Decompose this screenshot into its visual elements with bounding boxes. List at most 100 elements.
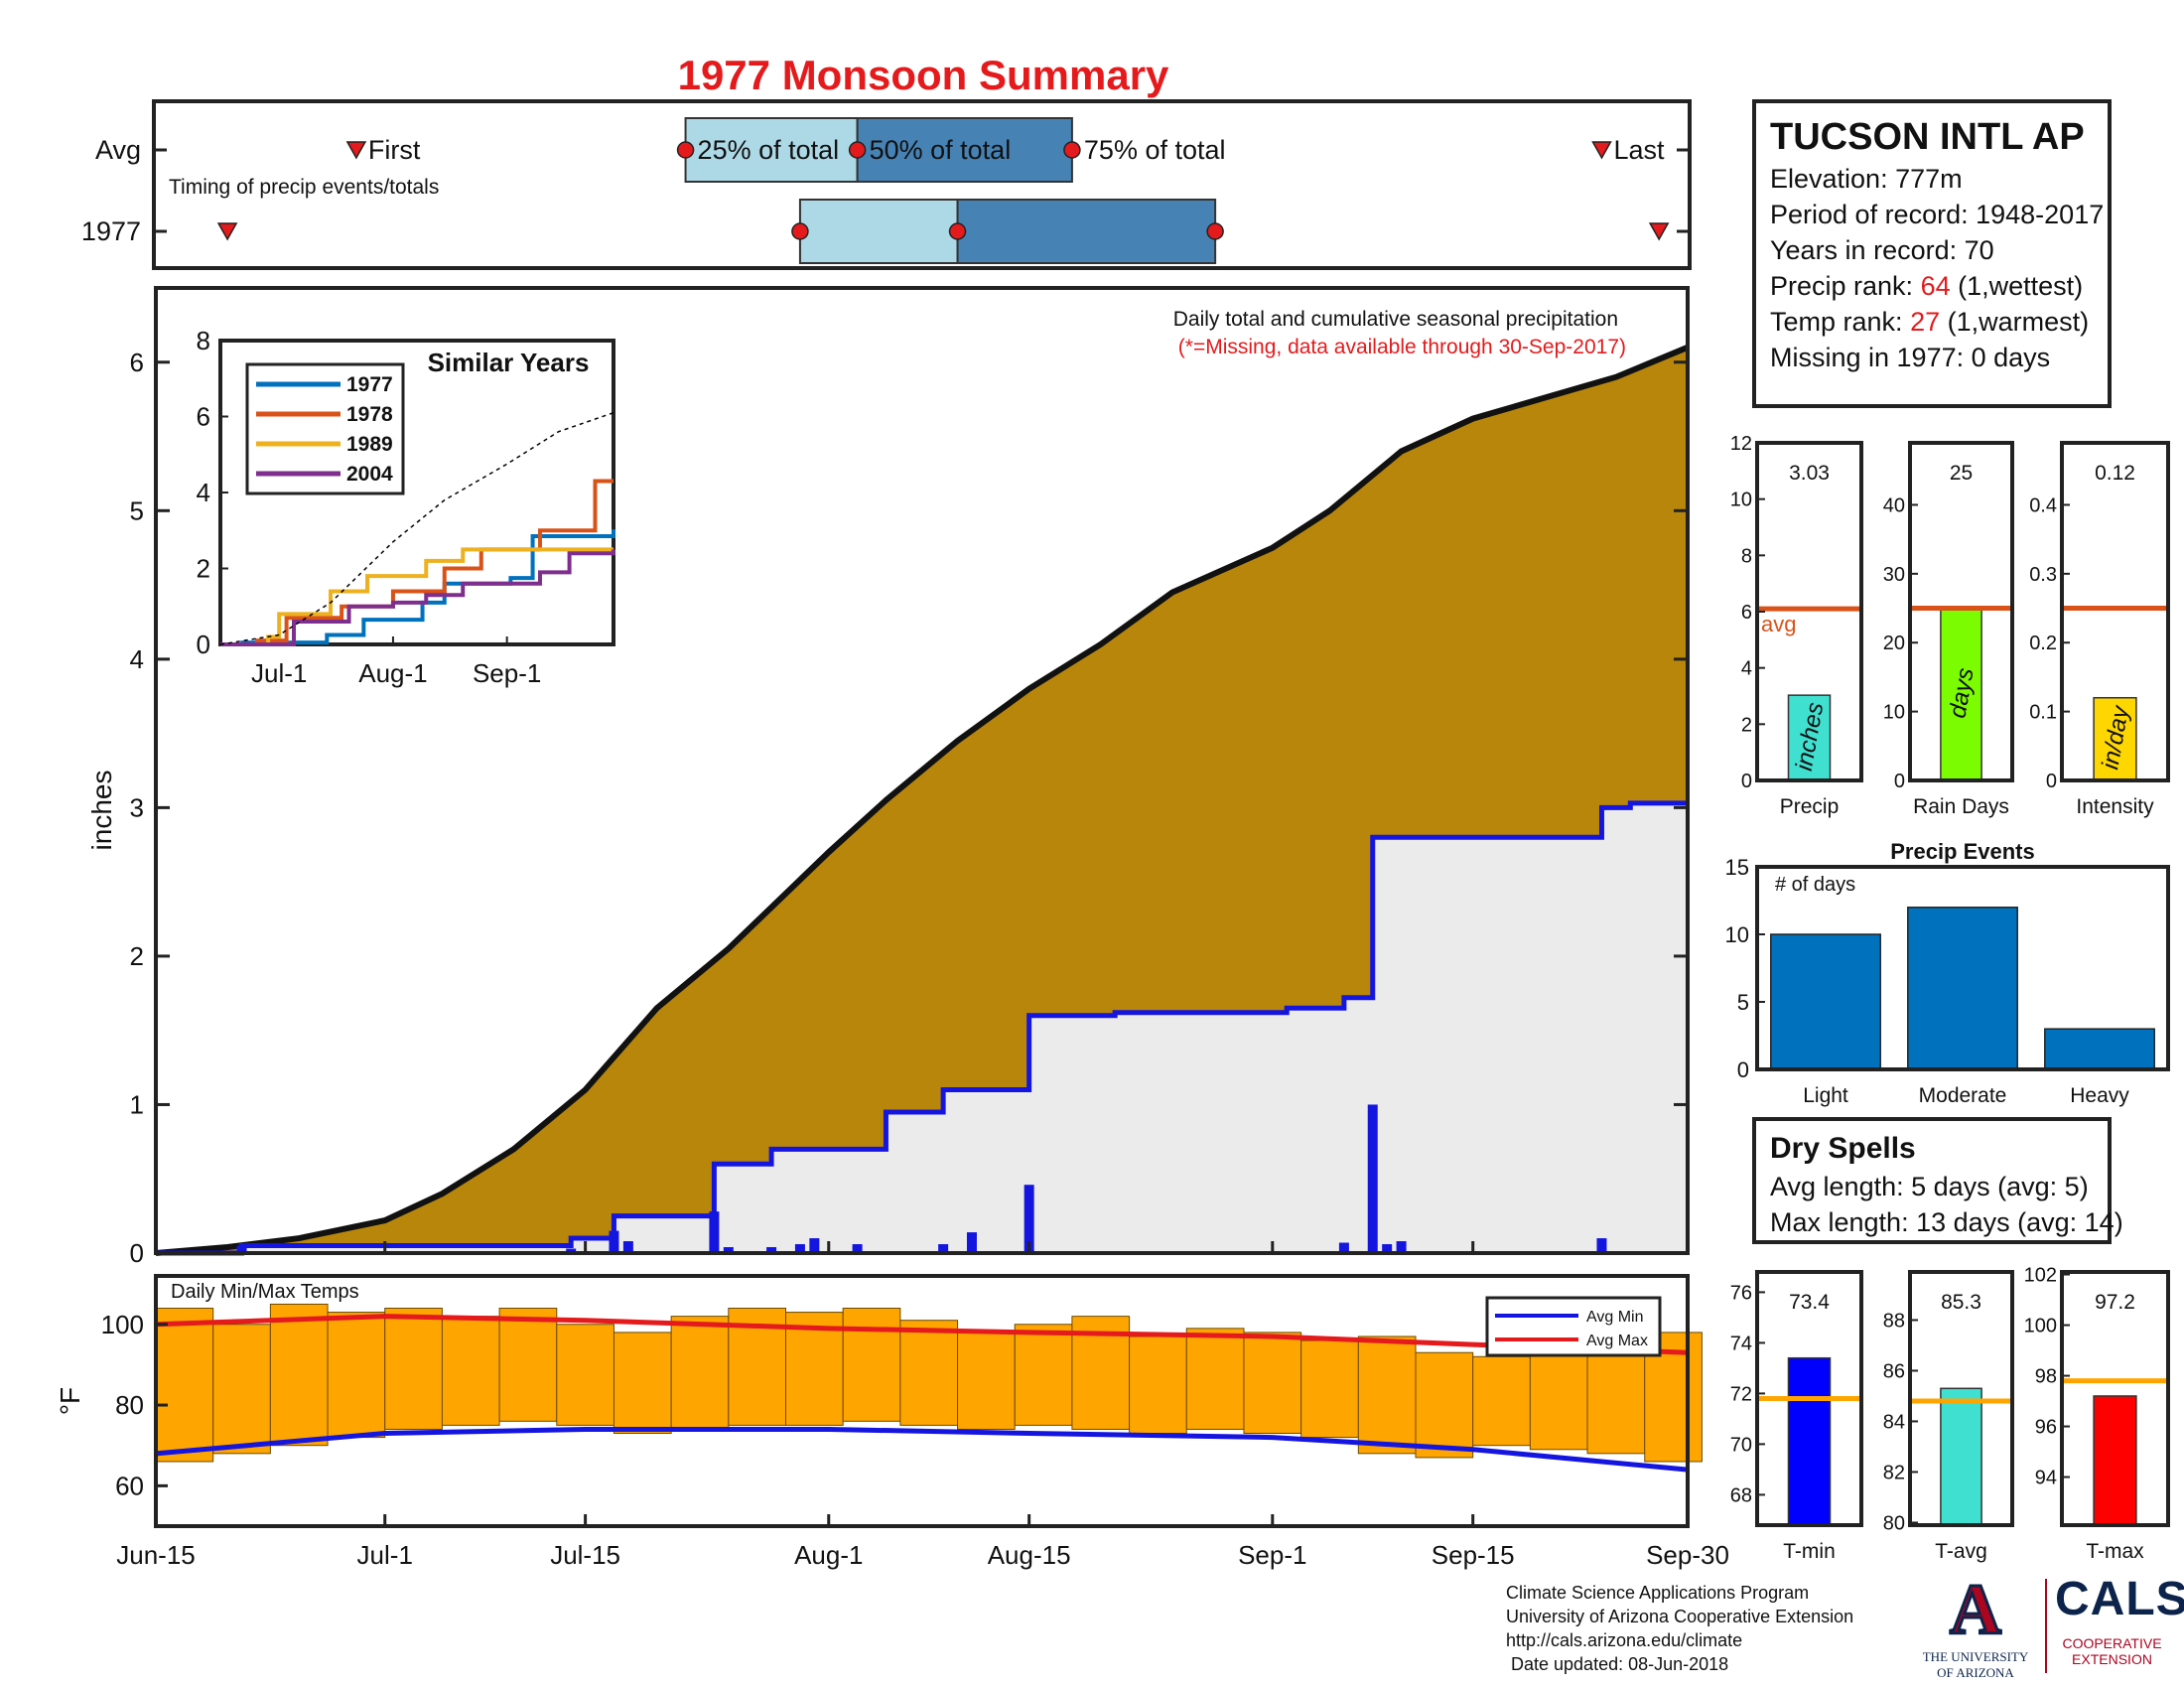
time-axis-xtick-label: Jul-1 bbox=[357, 1540, 413, 1570]
daily-precip-bar bbox=[766, 1247, 777, 1253]
temp-means-category-label: T-max bbox=[2086, 1540, 2144, 1563]
credits-line-3[interactable]: http://cals.arizona.edu/climate bbox=[1506, 1630, 1743, 1650]
timing-label-75: 75% of total bbox=[1084, 135, 1226, 165]
timing-label-50: 50% of total bbox=[870, 135, 1012, 165]
temp-means-ytick-label: 94 bbox=[2035, 1468, 2057, 1489]
time-axis-xtick-label: Sep-15 bbox=[1432, 1540, 1515, 1570]
timing-year-percentile-marker-0 bbox=[791, 222, 809, 240]
temp-means-ytick-label: 76 bbox=[1730, 1282, 1752, 1304]
daily-precip-bar bbox=[709, 1211, 720, 1253]
temp-means-panel-frame-2 bbox=[2060, 1270, 2170, 1527]
temp-rank: Temp rank: 27 (1,warmest) bbox=[1770, 307, 2090, 337]
main-ytick-label: 5 bbox=[130, 495, 144, 525]
temp-means-category-label: T-avg bbox=[1935, 1540, 1987, 1563]
season-totals-ytick-label: 0.2 bbox=[2029, 633, 2057, 654]
precip-events-bar-heavy bbox=[2044, 1028, 2155, 1070]
temp-means-bar-0 bbox=[1787, 1356, 1832, 1526]
season-totals-ytick-label: 2 bbox=[1741, 714, 1752, 736]
season-totals-ytick-label: 0.1 bbox=[2029, 702, 2057, 724]
timing-year-percentile-marker-2 bbox=[1206, 222, 1224, 240]
daily-temp-bar bbox=[1529, 1339, 1588, 1451]
daily-temp-bar bbox=[842, 1308, 901, 1422]
timing-row-label-0: Avg bbox=[95, 135, 141, 165]
temp-means-value-label: 85.3 bbox=[1941, 1291, 1981, 1314]
precip-events-frame bbox=[1755, 865, 2170, 1071]
daily-temp-bar bbox=[1586, 1347, 1646, 1455]
ua-letter-logo: A bbox=[1949, 1570, 2003, 1649]
daily-temp-bar bbox=[498, 1308, 558, 1422]
season-totals-ytick-label: 40 bbox=[1883, 494, 1905, 516]
main-note-line1: Daily total and cumulative seasonal prec… bbox=[1173, 308, 1618, 331]
main-plot-frame bbox=[154, 286, 1690, 1255]
inset-ytick-label: 4 bbox=[197, 478, 210, 507]
temp-means-ytick-label: 96 bbox=[2035, 1417, 2057, 1439]
temps-legend-max-label: Avg Max bbox=[1586, 1333, 1648, 1349]
daily-precip-bar bbox=[622, 1241, 633, 1253]
daily-temp-bar bbox=[1243, 1332, 1302, 1435]
main-ytick-label: 0 bbox=[130, 1238, 144, 1268]
daily-temp-bar bbox=[1415, 1351, 1474, 1459]
temps-ytick-label: 80 bbox=[115, 1390, 144, 1420]
timing-caption: Timing of precip events/totals bbox=[169, 176, 439, 199]
season-totals-ytick-label: 10 bbox=[1883, 702, 1905, 724]
daily-temp-bar bbox=[957, 1332, 1016, 1430]
daily-temp-bar bbox=[613, 1332, 672, 1435]
daily-temp-bar bbox=[441, 1316, 500, 1426]
temp-means-ytick-label: 74 bbox=[1730, 1333, 1752, 1354]
daily-temp-bar bbox=[899, 1320, 959, 1426]
daily-precip-bar bbox=[966, 1232, 977, 1253]
precip-events-category-label: Moderate bbox=[1919, 1084, 2007, 1107]
timing-avg-percentile-marker-0 bbox=[676, 141, 695, 159]
temp-means-ytick-label: 82 bbox=[1883, 1462, 1905, 1483]
temp-means-ytick-label: 84 bbox=[1883, 1411, 1905, 1433]
dry-spells-title: Dry Spells bbox=[1770, 1132, 1916, 1165]
season-totals-ytick-label: 12 bbox=[1730, 433, 1752, 455]
daily-temp-bar bbox=[155, 1308, 214, 1463]
temp-means-ytick-label: 80 bbox=[1883, 1512, 1905, 1534]
temp-means-panel-frame-1 bbox=[1908, 1270, 2014, 1527]
daily-precip-bar bbox=[1382, 1244, 1393, 1253]
timing-row-label-1: 1977 bbox=[81, 216, 141, 246]
daily-temp-bar bbox=[670, 1316, 730, 1430]
season-totals-value-label: 3.03 bbox=[1789, 462, 1830, 485]
season-totals-category-label: Rain Days bbox=[1913, 795, 2009, 818]
daily-temp-bar bbox=[327, 1312, 386, 1439]
inset-xtick-label: Jul-1 bbox=[251, 658, 307, 688]
time-axis-xtick-label: Sep-30 bbox=[1646, 1540, 1729, 1570]
temp-means-ytick-label: 72 bbox=[1730, 1383, 1752, 1405]
station-elevation: Elevation: 777m bbox=[1770, 164, 1963, 194]
temp-means-ytick-label: 86 bbox=[1883, 1360, 1905, 1382]
credits-line-1: Climate Science Applications Program bbox=[1506, 1583, 1810, 1603]
credits: Climate Science Applications Program Uni… bbox=[1506, 1581, 1853, 1676]
daily-temp-bar bbox=[269, 1303, 329, 1447]
temp-means-ytick-label: 68 bbox=[1730, 1484, 1752, 1506]
temps-ytick-label: 60 bbox=[115, 1471, 144, 1500]
similar-years-legend-label: 1989 bbox=[346, 433, 393, 456]
precip-events-ylabel: # of days bbox=[1775, 874, 1855, 896]
season-totals-ytick-label: 30 bbox=[1883, 564, 1905, 586]
ua-line-2: OF ARIZONA bbox=[1937, 1665, 2014, 1680]
temp-means-ytick-label: 70 bbox=[1730, 1434, 1752, 1456]
season-totals-panel-frame-2 bbox=[2060, 441, 2170, 782]
daily-temp-bar bbox=[556, 1324, 614, 1426]
main-note-line2: (*=Missing, data available through 30-Se… bbox=[1178, 336, 1626, 358]
timing-year-last-marker bbox=[1648, 222, 1670, 241]
season-totals-ytick-label: 0 bbox=[1741, 771, 1752, 792]
timing-label-first: First bbox=[368, 135, 421, 165]
temp-rank-value: 27 bbox=[1910, 307, 1941, 337]
daily-temp-bar bbox=[785, 1312, 844, 1426]
daily-temp-bar bbox=[1185, 1328, 1245, 1430]
main-ytick-label: 6 bbox=[130, 348, 144, 377]
timing-avg-box-25-50 bbox=[684, 117, 859, 183]
season-totals-ytick-label: 10 bbox=[1730, 490, 1752, 511]
daily-precip-bar bbox=[1024, 1185, 1034, 1253]
temp-means-ytick-label: 98 bbox=[2035, 1366, 2057, 1388]
timing-avg-percentile-marker-1 bbox=[848, 141, 867, 159]
season-totals-ytick-label: 0 bbox=[2046, 771, 2057, 792]
temp-means-ytick-label: 102 bbox=[2024, 1265, 2057, 1287]
daily-precip-bar bbox=[1338, 1242, 1349, 1253]
temps-plot-frame bbox=[154, 1274, 1690, 1528]
inset-xtick-label: Sep-1 bbox=[473, 658, 541, 688]
precip-events-ytick-label: 15 bbox=[1725, 855, 1749, 880]
